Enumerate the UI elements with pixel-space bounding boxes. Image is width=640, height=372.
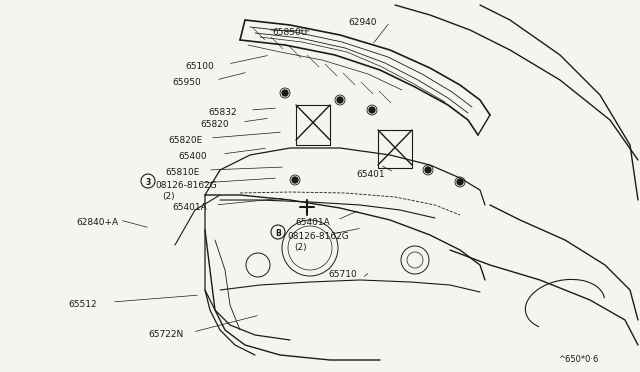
Text: 65401: 65401 xyxy=(356,170,385,179)
Text: 65400: 65400 xyxy=(178,152,207,161)
Text: 65820E: 65820E xyxy=(168,136,202,145)
Text: (2): (2) xyxy=(294,243,307,252)
Circle shape xyxy=(457,179,463,185)
Circle shape xyxy=(369,107,375,113)
Text: 65401A: 65401A xyxy=(172,203,207,212)
Text: 65710: 65710 xyxy=(328,270,356,279)
Circle shape xyxy=(425,167,431,173)
Text: 65810E: 65810E xyxy=(165,168,200,177)
Text: (2): (2) xyxy=(162,192,175,201)
Text: 65401A: 65401A xyxy=(295,218,330,227)
Circle shape xyxy=(337,97,343,103)
Circle shape xyxy=(292,177,298,183)
Text: 62840+A: 62840+A xyxy=(76,218,118,227)
Text: 65850U: 65850U xyxy=(272,28,307,37)
Text: ^650*0·6: ^650*0·6 xyxy=(558,355,598,364)
Text: 65832: 65832 xyxy=(208,108,237,117)
Text: 65950: 65950 xyxy=(172,78,201,87)
Text: 65820: 65820 xyxy=(200,120,228,129)
Circle shape xyxy=(282,90,288,96)
Text: B: B xyxy=(275,228,281,237)
Text: 65512: 65512 xyxy=(68,300,97,309)
Text: 62940: 62940 xyxy=(348,18,376,27)
Text: 08126-8162G: 08126-8162G xyxy=(155,181,217,190)
Text: 65722N: 65722N xyxy=(148,330,183,339)
Text: 08126-8162G: 08126-8162G xyxy=(287,232,349,241)
Text: 65100: 65100 xyxy=(185,62,214,71)
Text: 3: 3 xyxy=(145,177,150,186)
